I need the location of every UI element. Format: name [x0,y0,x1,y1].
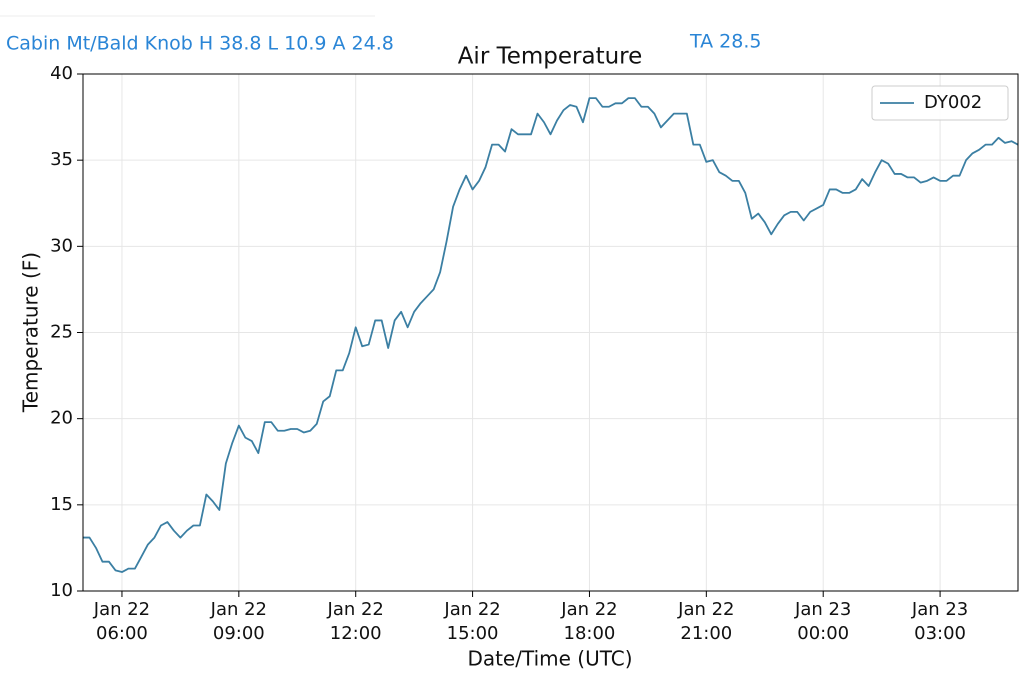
y-tick-label: 15 [50,494,73,515]
x-tick-label: Jan 23 [911,599,968,620]
x-tick-label: 18:00 [564,623,616,644]
y-tick-label: 40 [50,63,73,84]
x-tick-label: Jan 22 [327,599,384,620]
x-axis-label: Date/Time (UTC) [467,647,632,671]
chart-title: Air Temperature [458,44,643,70]
x-tick-label: 03:00 [914,623,966,644]
plot-frame [82,73,1019,592]
y-tick-label: 35 [50,149,73,170]
x-tick-label: 00:00 [797,623,849,644]
x-tick-label: Jan 22 [93,599,150,620]
x-tick-label: Jan 22 [677,599,734,620]
legend-label: DY002 [924,92,982,113]
y-tick-label: 20 [50,408,73,429]
y-axis-label: Temperature (F) [19,252,43,413]
legend-box [871,85,1009,121]
ta-value: TA 28.5 [689,31,761,53]
x-tick-label: 06:00 [96,623,148,644]
y-tick-label: 10 [50,580,73,601]
x-tick-label: Jan 22 [210,599,267,620]
x-tick-label: 15:00 [447,623,499,644]
y-tick-label: 25 [50,322,73,343]
x-tick-label: Jan 22 [443,599,500,620]
x-tick-label: 12:00 [330,623,382,644]
y-tick-label: 30 [50,235,73,256]
x-tick-label: Jan 22 [560,599,617,620]
x-tick-label: 09:00 [213,623,265,644]
x-tick-label: Jan 23 [794,599,851,620]
station-summary: Cabin Mt/Bald Knob H 38.8 L 10.9 A 24.8 [6,33,394,55]
data-line [83,97,1019,573]
x-tick-label: 21:00 [680,623,732,644]
